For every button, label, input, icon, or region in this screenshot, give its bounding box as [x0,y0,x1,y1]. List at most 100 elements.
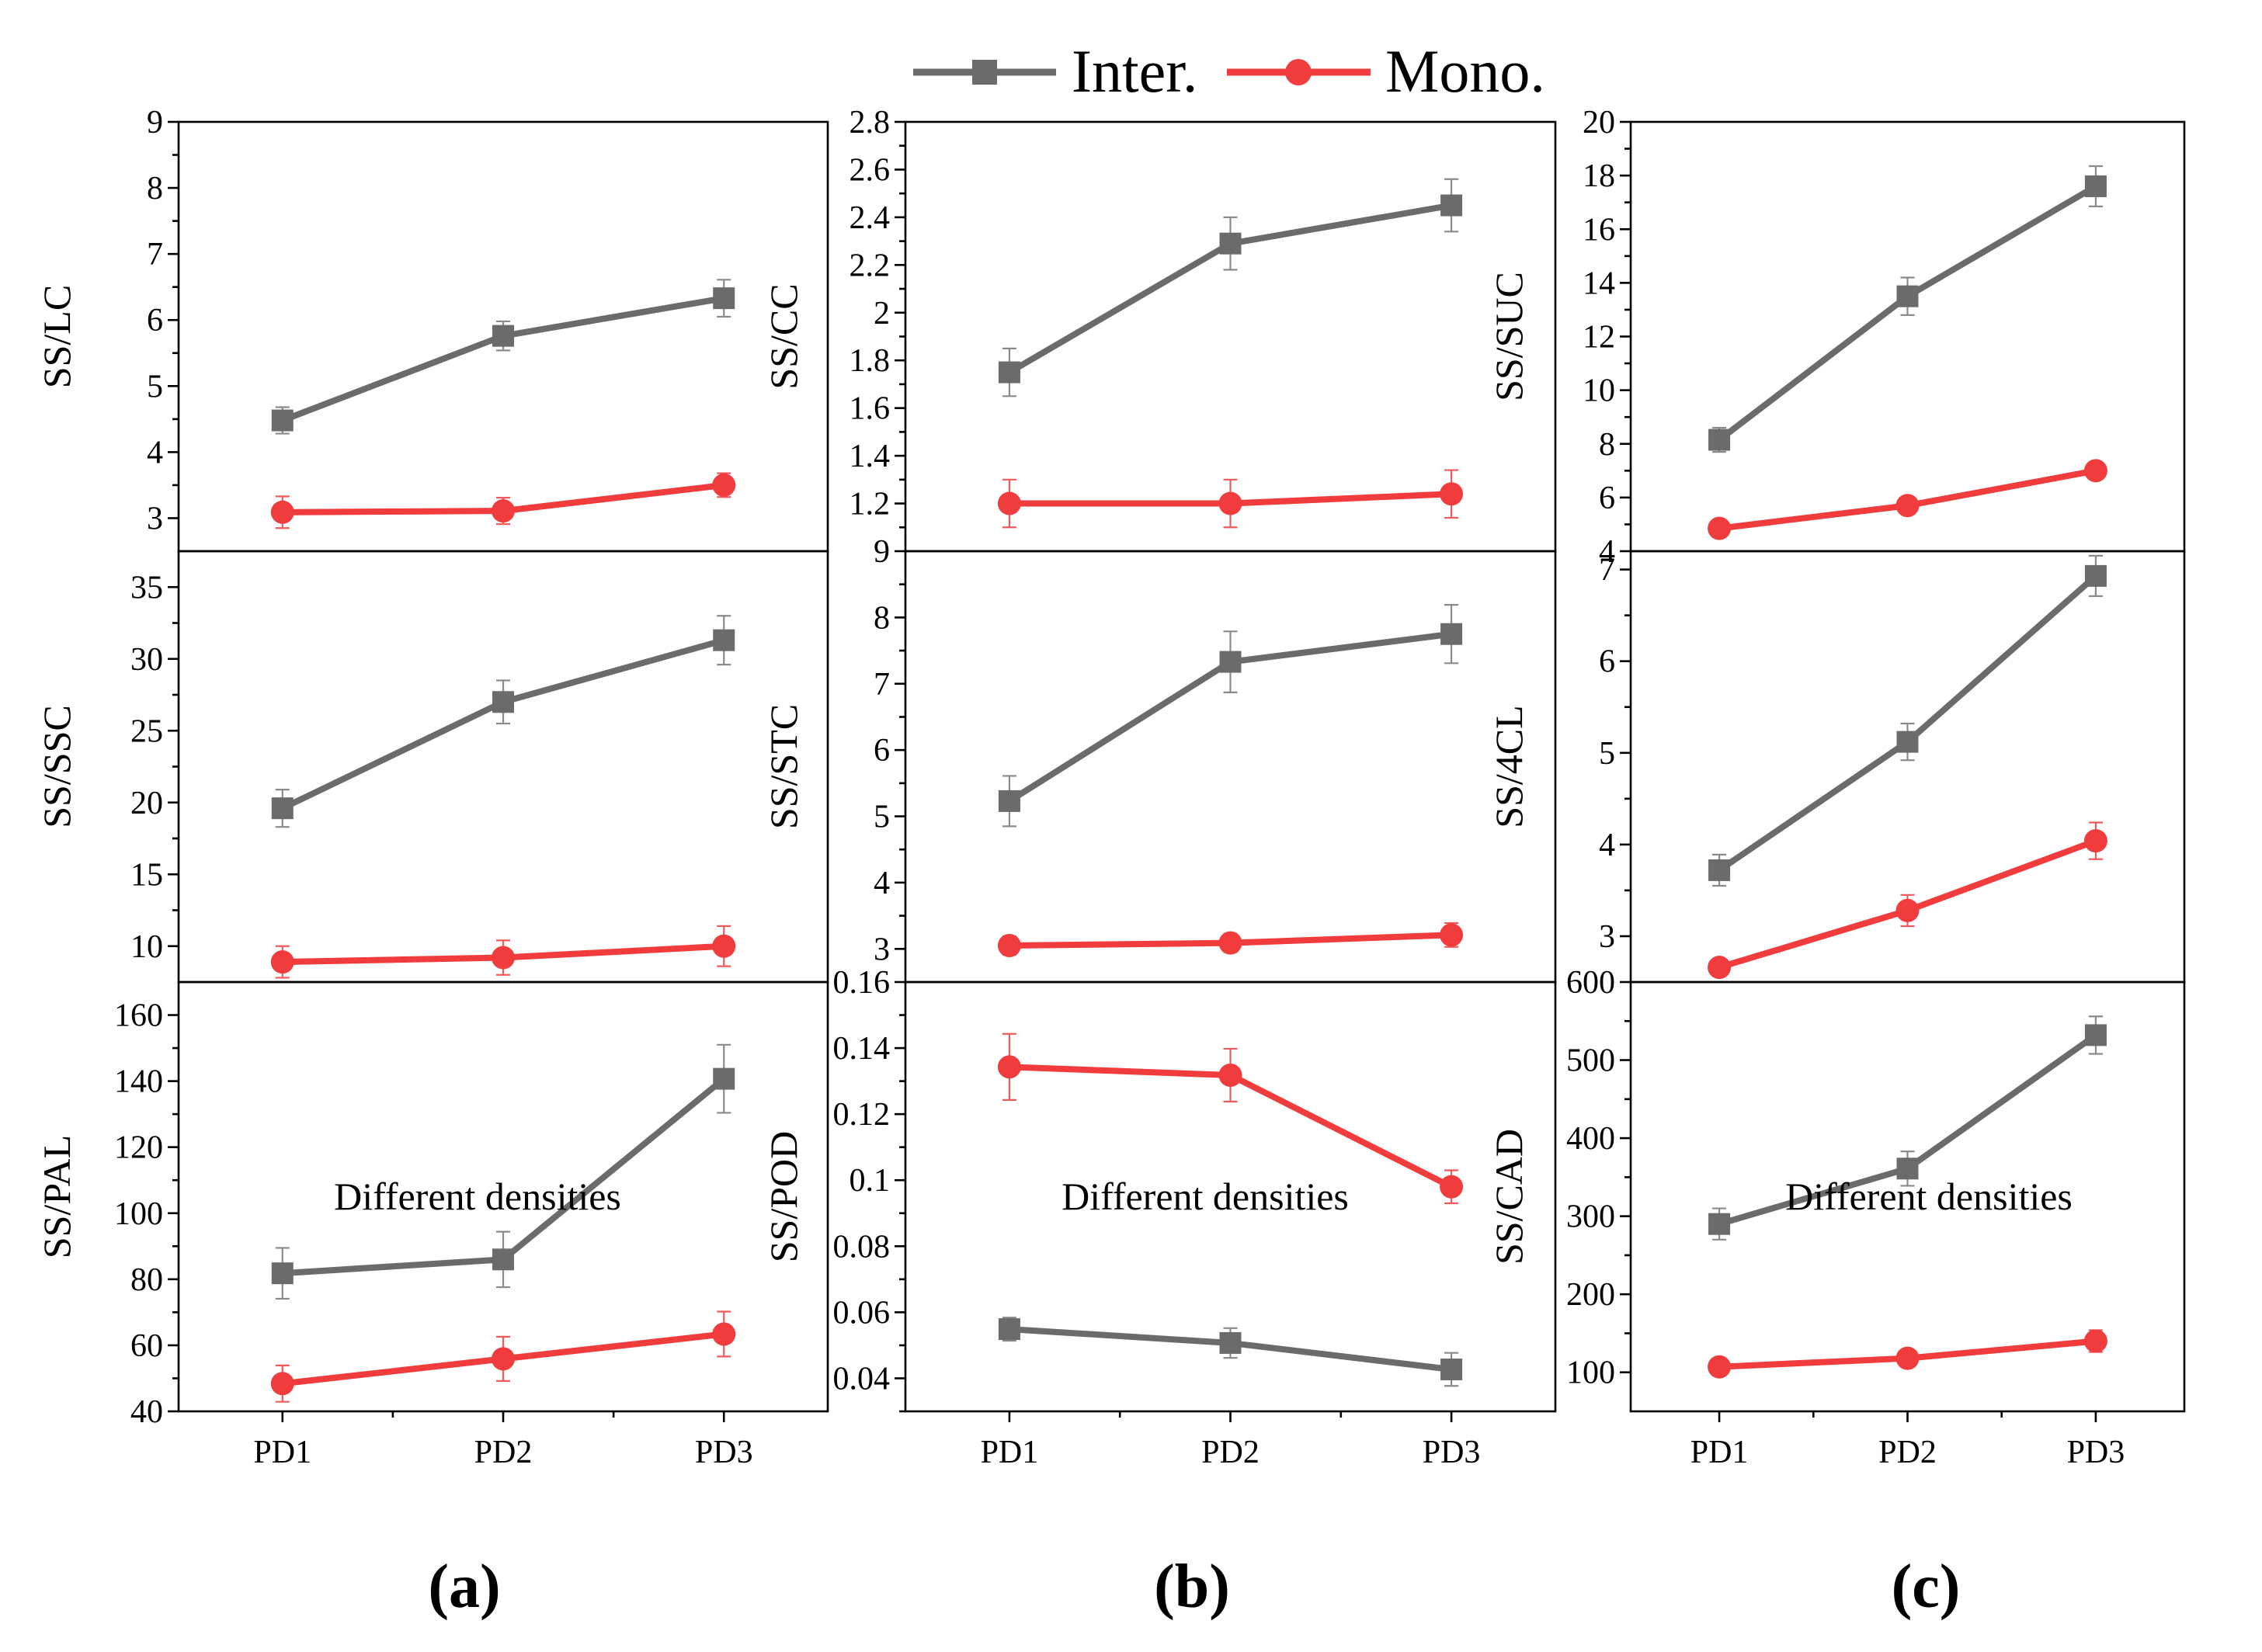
y-tick-label-ss-cad: 500 [1566,1043,1615,1079]
y-tick-label-ss-pod: 0.1 [850,1163,891,1199]
data-point-inter [998,1318,1020,1341]
data-point-inter [1440,194,1463,217]
data-point-inter [1896,285,1919,307]
series-mono-ss-cc [997,469,1464,529]
y-tick-label-ss-pal: 120 [114,1130,163,1166]
y-tick-label-ss-4cl: 7 [1599,553,1615,588]
data-point-inter [492,691,514,713]
y-tick-label-ss-suc: 12 [1583,320,1615,356]
y-tick-label-ss-cc: 1.4 [850,439,891,474]
y-tick-label-ss-pod: 0.16 [833,965,891,1001]
y-tick-label-ss-lc: 8 [147,171,163,206]
y-axis-title-ss-suc: SS/SUC [1487,272,1531,401]
data-point-mono [1708,1355,1732,1379]
y-axis-title-ss-lc: SS/LC [35,285,78,388]
y-tick-label-ss-pal: 40 [130,1394,163,1430]
series-mono-ss-lc [270,472,736,529]
data-point-inter [492,1248,514,1271]
y-tick-label-ss-lc: 4 [147,435,163,470]
y-tick-label-ss-lc: 5 [147,369,163,404]
panel-ss-suc: 4 6 8 10 12 14 16 18 20 SS/SUC [1487,105,2186,570]
data-point-inter [2084,564,2107,587]
data-point-inter [2084,175,2107,197]
x-axis-title-b: Different densities [1062,1175,1349,1218]
y-axis-title-ss-4cl: SS/4CL [1487,705,1531,828]
data-point-mono [270,1372,294,1396]
y-tick-label-ss-suc: 14 [1583,266,1615,301]
x-tick-label-pd1: PD1 [1690,1435,1749,1470]
y-tick-label-ss-stc: 4 [874,866,890,901]
data-point-inter [1440,1358,1463,1380]
x-tick-label-pd1: PD1 [253,1435,311,1470]
data-point-mono [1895,1346,1920,1370]
panel-label-a: (a) [428,1553,500,1621]
y-tick-label-ss-stc: 7 [874,667,890,703]
y-tick-label-ss-ssc: 10 [130,929,163,965]
data-point-inter [1708,429,1731,451]
x-tick-label-pd2: PD2 [1201,1435,1260,1470]
x-tick-label-pd3: PD3 [695,1435,753,1470]
y-tick-label-ss-cc: 1.8 [850,343,891,379]
y-tick-label-ss-pod: 0.08 [833,1229,891,1265]
y-tick-label-ss-cc: 2.2 [850,248,891,283]
data-point-mono [1218,931,1242,955]
data-point-inter [271,409,294,432]
series-inter-ss-lc [271,279,735,435]
panel-ss-cad: 100 200 300 400 500 600 SS/CAD PD1 PD2 PD3 [1487,965,2186,1470]
data-point-mono [1708,516,1732,540]
y-tick-label-ss-ssc: 30 [130,642,163,678]
x-tick-label-pd2: PD2 [474,1435,533,1470]
y-tick-label-ss-suc: 4 [1599,534,1615,570]
data-point-mono [997,1055,1021,1079]
data-point-inter [1896,1157,1919,1180]
series-inter-ss-stc [998,604,1463,828]
y-axis-title-ss-pal: SS/PAL [35,1135,78,1258]
y-tick-label-ss-pal: 140 [114,1064,163,1100]
data-point-mono [492,499,515,523]
panel-label-c: (c) [1892,1553,1961,1621]
data-point-mono [1440,923,1464,947]
data-point-inter [713,629,735,651]
data-point-inter [1440,623,1463,645]
data-point-inter [1896,731,1919,753]
y-tick-label-ss-4cl: 5 [1599,736,1615,772]
x-tick-label-pd3: PD3 [1423,1435,1481,1470]
y-tick-label-ss-4cl: 6 [1599,644,1615,680]
data-point-inter [271,1262,294,1285]
data-point-mono [270,500,294,524]
y-tick-label-ss-cc: 2.8 [850,105,891,141]
panel-labels: (a) (b) (c) [428,1553,1960,1621]
data-point-inter [998,790,1020,812]
y-tick-label-ss-pal: 80 [130,1262,163,1298]
y-tick-label-ss-lc: 6 [147,303,163,338]
y-tick-label-ss-lc: 3 [147,501,163,536]
y-axis-title-ss-pod: SS/POD [762,1131,805,1263]
data-point-mono [270,950,294,974]
series-inter-ss-cad [1708,1015,2107,1241]
y-tick-label-ss-pod: 0.04 [833,1361,891,1397]
y-tick-label-ss-ssc: 35 [130,570,163,606]
y-tick-label-ss-stc: 5 [874,800,890,835]
y-tick-label-ss-cad: 400 [1566,1121,1615,1157]
series-inter-ss-suc [1708,165,2107,453]
data-point-mono [1440,1175,1464,1199]
y-tick-label-ss-stc: 9 [874,534,890,570]
data-point-inter [1219,1331,1242,1354]
y-tick-label-ss-cc: 2 [874,296,890,331]
y-tick-label-ss-cc: 1.2 [850,487,891,522]
y-tick-label-ss-pod: 0.06 [833,1295,891,1331]
data-point-inter [1219,232,1242,255]
y-tick-label-ss-cad: 200 [1566,1277,1615,1313]
legend-entry-inter: Inter. [913,37,1197,105]
panel-ss-stc: 3 4 5 6 7 8 9 SS/STC [762,534,1557,984]
legend-entry-mono: Mono. [1227,37,1545,105]
data-point-inter [1219,651,1242,673]
data-point-mono [1708,956,1732,980]
y-tick-label-ss-4cl: 4 [1599,828,1615,863]
series-mono-ss-cad [1708,1329,2107,1379]
y-tick-label-ss-stc: 6 [874,733,890,769]
data-point-inter [1708,859,1731,881]
series-mono-ss-stc [997,921,1464,958]
series-mono-ss-4cl [1708,821,2107,980]
y-axis-title-ss-ssc: SS/SSC [35,705,78,828]
